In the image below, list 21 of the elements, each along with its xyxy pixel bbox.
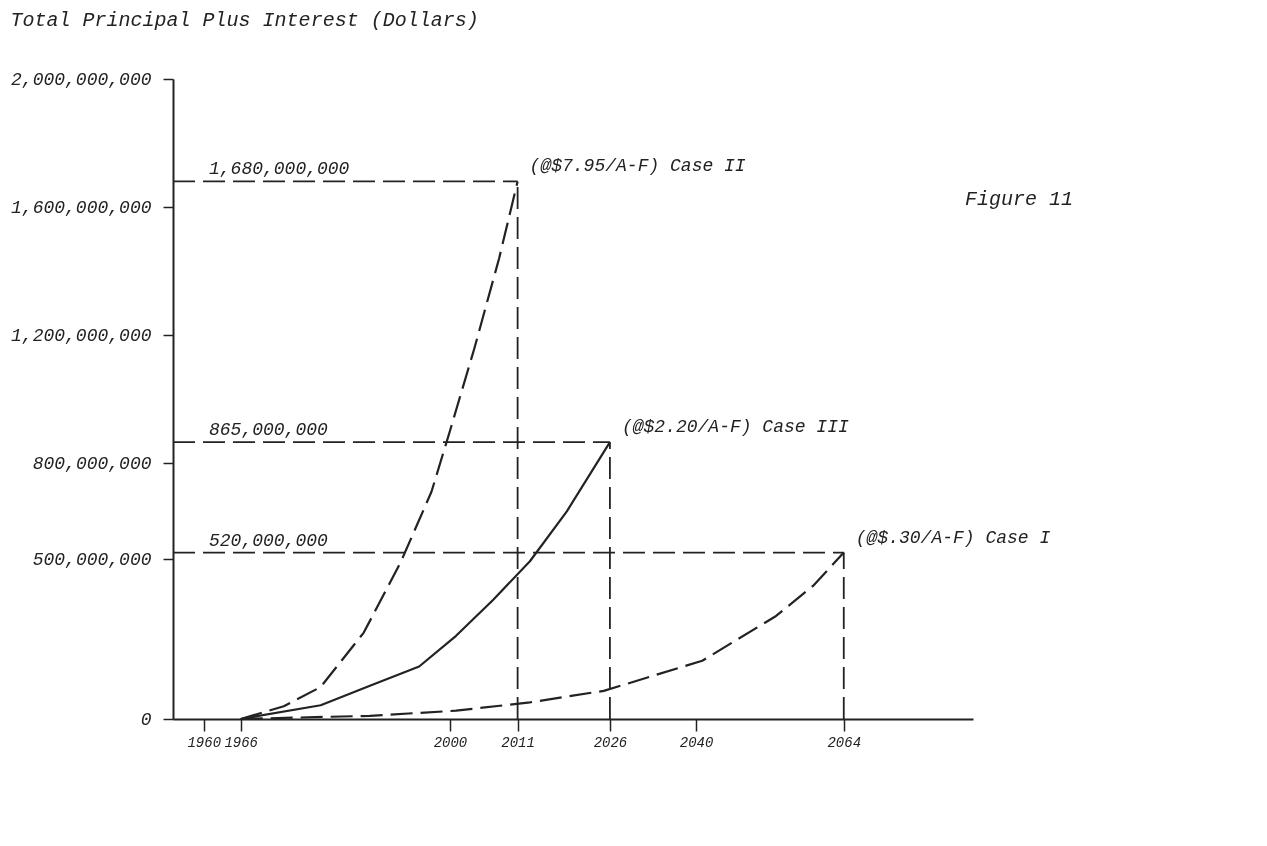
y-axis-title: Total Principal Plus Interest (Dollars) bbox=[10, 9, 479, 32]
x-tick-label: 2040 bbox=[679, 734, 714, 751]
x-tick-label: 1960 bbox=[187, 734, 222, 751]
x-tick-label: 2026 bbox=[593, 734, 628, 751]
annotation: Figure 11 bbox=[964, 188, 1073, 211]
series-label: (@$2.20/A-F) Case III bbox=[621, 417, 849, 438]
x-tick-label: 2064 bbox=[827, 734, 862, 751]
series-label: (@$.30/A-F) Case I bbox=[855, 527, 1051, 548]
series-label: (@$7.95/A-F) Case II bbox=[529, 156, 746, 177]
ref-line-label: 865,000,000 bbox=[209, 420, 329, 441]
y-tick-label: 2,000,000,000 bbox=[11, 69, 152, 90]
ref-line-label: 520,000,000 bbox=[209, 530, 329, 551]
y-tick-label: 800,000,000 bbox=[32, 453, 152, 474]
x-tick-label: 2011 bbox=[501, 734, 535, 751]
y-tick-label: 1,200,000,000 bbox=[11, 325, 152, 346]
y-tick-label: 0 bbox=[140, 709, 152, 730]
y-tick-label: 500,000,000 bbox=[32, 549, 152, 570]
x-tick-label: 1966 bbox=[224, 734, 258, 751]
y-tick-label: 1,600,000,000 bbox=[11, 197, 152, 218]
x-tick-label: 2000 bbox=[433, 734, 468, 751]
ref-line-label: 1,680,000,000 bbox=[209, 159, 350, 180]
